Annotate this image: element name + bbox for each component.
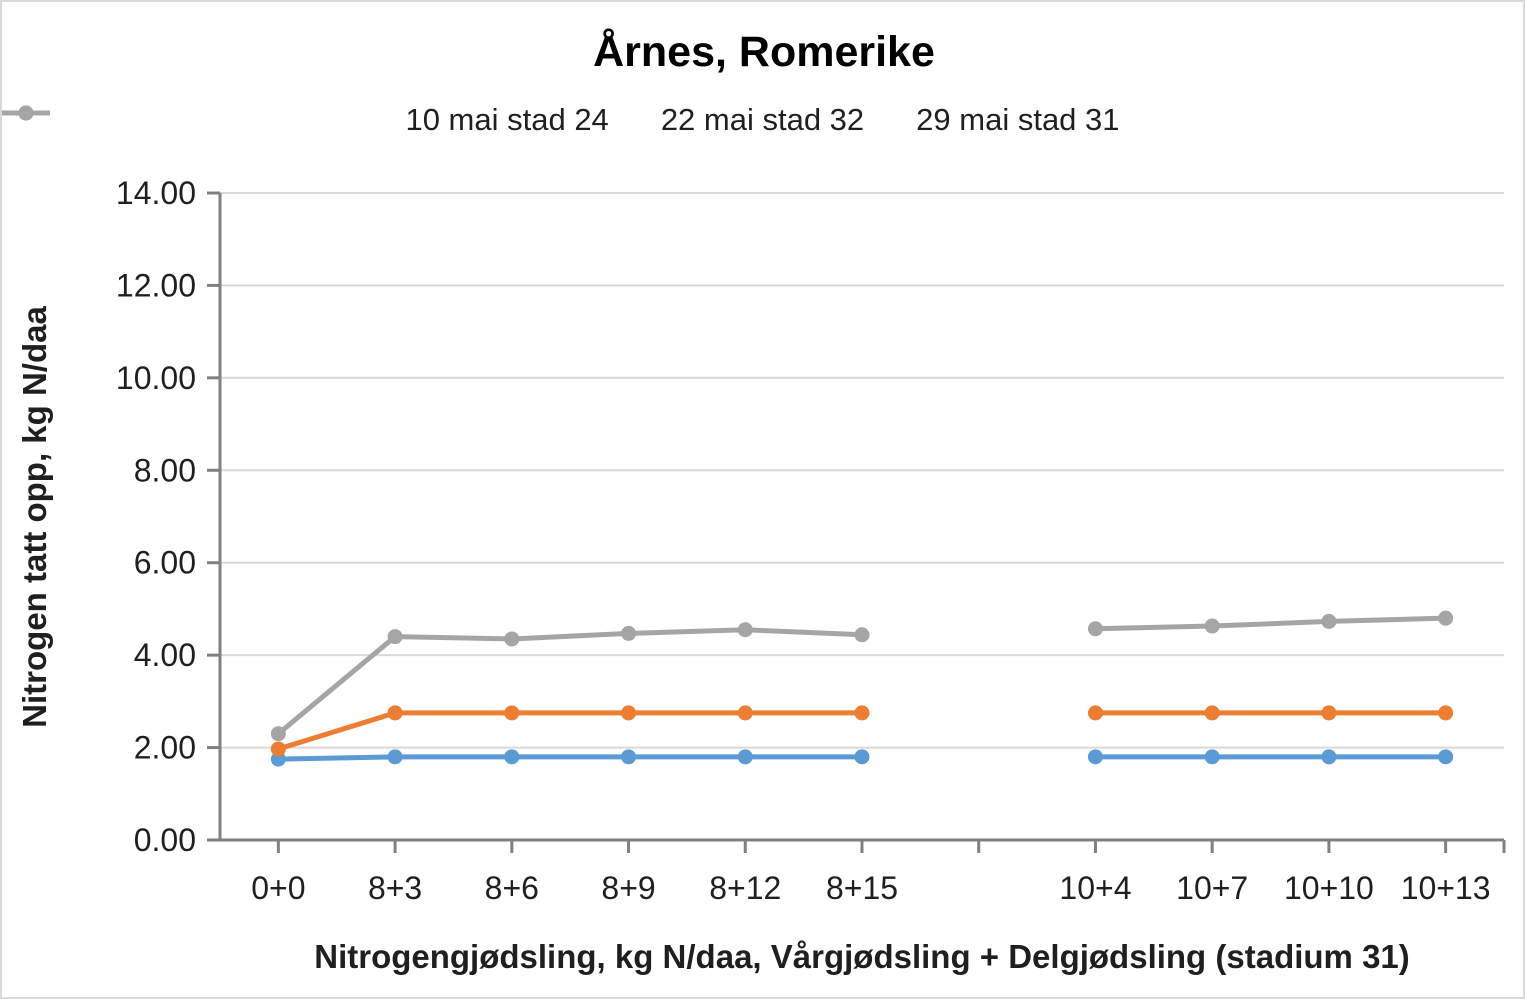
legend-item: 22 mai stad 32 — [2, 102, 865, 138]
x-category-label: 10+4 — [1059, 870, 1131, 906]
data-point-marker — [737, 705, 753, 721]
data-point-marker — [854, 627, 870, 643]
y-tick-label: 12.00 — [116, 267, 196, 303]
data-point-marker — [1087, 705, 1103, 721]
legend-item: 10 mai stad 24 — [2, 102, 609, 138]
data-point-marker — [737, 622, 753, 638]
data-point-marker — [1204, 749, 1220, 765]
series-line — [275, 627, 865, 737]
data-point-marker — [504, 631, 520, 647]
x-category-label: 8+15 — [826, 870, 898, 906]
y-axis-title: Nitrogen tatt opp, kg N/daa — [16, 306, 53, 728]
data-point-marker — [1321, 705, 1337, 721]
data-point-marker — [387, 705, 403, 721]
data-point-marker — [1087, 749, 1103, 765]
y-tick-label: 14.00 — [116, 175, 196, 211]
data-point-marker — [1204, 618, 1220, 634]
x-category-label: 8+9 — [601, 870, 655, 906]
x-category-label: 0+0 — [251, 870, 305, 906]
data-point-marker — [1321, 749, 1337, 765]
x-category-label: 8+12 — [709, 870, 781, 906]
legend-item: 29 mai stad 31 — [2, 102, 1120, 138]
legend-marker-icon — [2, 105, 50, 121]
series-line — [1092, 615, 1449, 632]
y-tick-label: 4.00 — [134, 637, 196, 673]
x-category-label: 10+7 — [1176, 870, 1248, 906]
data-point-marker — [387, 629, 403, 645]
data-point-marker — [504, 705, 520, 721]
legend-label: 22 mai stad 32 — [660, 102, 865, 137]
data-point-marker — [387, 749, 403, 765]
data-point-marker — [737, 749, 753, 765]
legend: 10 mai stad 24 22 mai stad 32 29 mai stad … — [2, 102, 1523, 138]
y-tick-label: 10.00 — [116, 360, 196, 396]
x-category-label: 10+10 — [1284, 870, 1374, 906]
series-line — [275, 754, 865, 762]
data-point-marker — [270, 741, 286, 757]
data-point-marker — [854, 749, 870, 765]
data-point-marker — [1438, 705, 1454, 721]
data-point-marker — [1321, 613, 1337, 629]
data-point-marker — [621, 749, 637, 765]
x-category-label: 10+13 — [1401, 870, 1491, 906]
y-tick-label: 2.00 — [134, 730, 196, 766]
legend-label: 10 mai stad 24 — [405, 102, 609, 137]
data-point-marker — [621, 705, 637, 721]
data-point-marker — [854, 705, 870, 721]
series-line — [275, 710, 865, 752]
y-tick-label: 8.00 — [134, 452, 196, 488]
y-tick-label: 6.00 — [134, 545, 196, 581]
x-axis-title: Nitrogengjødsling, kg N/daa, Vårgjødslin… — [314, 938, 1410, 975]
data-point-marker — [1087, 621, 1103, 637]
data-point-marker — [270, 726, 286, 742]
x-category-label: 8+6 — [485, 870, 539, 906]
chart-title: Årnes, Romerike — [593, 28, 935, 76]
y-tick-label: 0.00 — [134, 822, 196, 858]
data-point-marker — [1438, 749, 1454, 765]
data-point-marker — [621, 625, 637, 641]
data-point-marker — [1438, 610, 1454, 626]
legend-label: 29 mai stad 31 — [916, 102, 1120, 137]
data-point-marker — [504, 749, 520, 765]
x-category-label: 8+3 — [368, 870, 422, 906]
data-point-marker — [1204, 705, 1220, 721]
